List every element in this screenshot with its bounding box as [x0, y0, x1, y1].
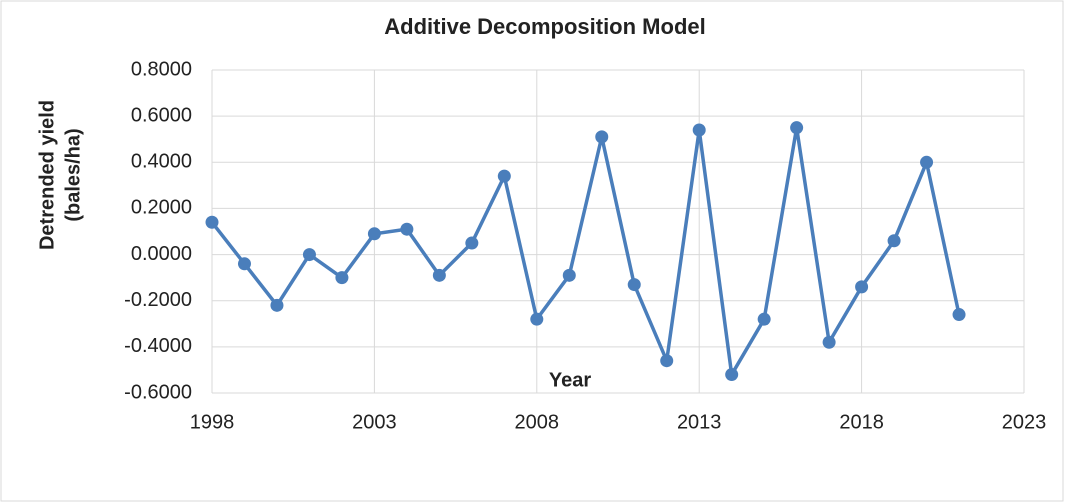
data-point	[497, 169, 511, 183]
data-point	[237, 257, 251, 271]
x-tick-label: 2023	[1002, 411, 1047, 433]
x-tick-label: 1998	[190, 411, 235, 433]
data-point	[920, 155, 934, 169]
data-point	[562, 268, 576, 282]
series-line	[210, 127, 961, 380]
chart-title: Additive Decomposition Model	[384, 14, 705, 39]
data-point	[725, 368, 739, 382]
data-point	[335, 271, 349, 285]
data-point	[205, 215, 219, 229]
data-point	[302, 248, 316, 262]
y-axis-label: Detrended yield	[36, 100, 58, 250]
y-tick-label: 0.2000	[131, 197, 192, 219]
data-point	[465, 236, 479, 250]
x-tick-label: 2008	[515, 411, 560, 433]
data-point	[822, 335, 836, 349]
data-point	[790, 121, 804, 135]
data-point	[952, 308, 966, 322]
data-point	[627, 278, 641, 292]
data-point	[595, 130, 609, 144]
data-point	[660, 354, 674, 368]
data-point	[270, 298, 284, 312]
y-tick-label: 0.0000	[131, 243, 192, 265]
data-point	[432, 268, 446, 282]
data-point	[757, 312, 771, 326]
data-point	[887, 234, 901, 248]
x-tick-label: 2018	[839, 411, 884, 433]
data-point	[400, 222, 414, 236]
y-tick-label: -0.2000	[124, 289, 192, 311]
x-tick-label: 2003	[352, 411, 397, 433]
data-point	[367, 227, 381, 241]
x-axis-label: Year	[549, 369, 591, 391]
y-tick-label: -0.6000	[124, 381, 192, 403]
y-axis-label: (bales/ha)	[62, 128, 84, 221]
data-point	[855, 280, 869, 294]
y-tick-label: 0.4000	[131, 151, 192, 173]
data-point	[692, 123, 706, 137]
y-tick-label: 0.8000	[131, 58, 192, 80]
y-tick-label: -0.4000	[124, 335, 192, 357]
data-point	[530, 312, 544, 326]
x-tick-label: 2013	[677, 411, 722, 433]
y-tick-label: 0.6000	[131, 104, 192, 126]
